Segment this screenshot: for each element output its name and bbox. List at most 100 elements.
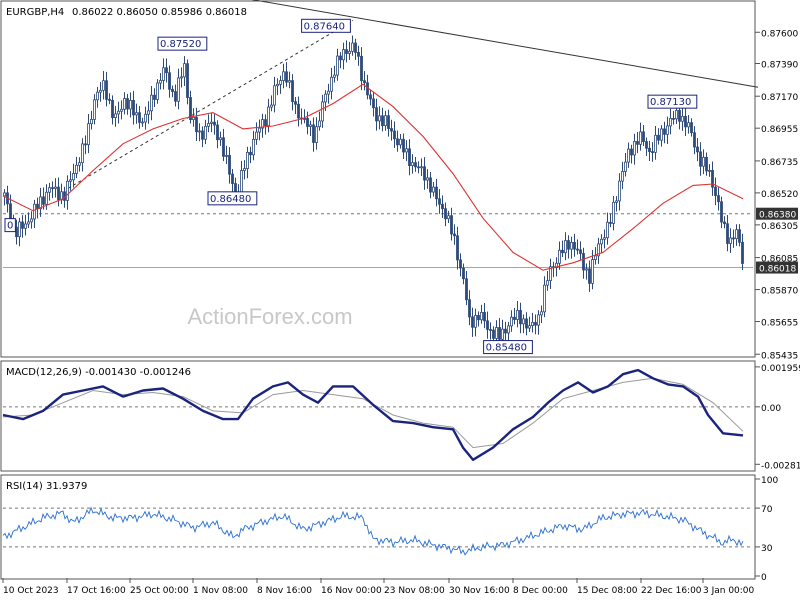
candle-body [393, 130, 396, 140]
candle-body [201, 130, 204, 140]
candle-body [153, 94, 156, 100]
candle-body [669, 117, 672, 127]
candle-body [402, 138, 405, 153]
candle-body [519, 310, 522, 325]
candle-body [459, 259, 462, 269]
candle-body [468, 299, 471, 318]
candle-body [42, 196, 45, 205]
candle-body [663, 128, 666, 135]
candle-body [360, 55, 363, 82]
candle-body [72, 173, 75, 181]
candle-body [105, 80, 108, 100]
price-tag-label: 0.86380 [759, 211, 796, 221]
y-tick-label: 0.86520 [761, 190, 798, 200]
y-tick-label: 0.86305 [761, 222, 798, 232]
candle-body [225, 155, 228, 157]
annotation-label: 0.87520 [160, 39, 201, 50]
candle-body [213, 121, 216, 126]
candle-body [219, 137, 222, 141]
candle-body [546, 280, 549, 286]
candle-body [651, 151, 654, 153]
candle-body [93, 99, 96, 120]
candle-body [120, 108, 123, 112]
candle-body [21, 221, 24, 229]
candle-body [99, 89, 102, 93]
candle-body [564, 240, 567, 254]
candle-body [726, 223, 729, 244]
candle-body [531, 322, 534, 327]
candle-body [84, 143, 87, 146]
candle-body [51, 187, 54, 190]
candle-body [423, 166, 426, 181]
candle-body [351, 42, 354, 52]
candle-body [216, 124, 219, 141]
candle-body [738, 229, 741, 243]
candle-body [90, 119, 93, 125]
rsi-title: RSI(14) 31.9379 [6, 481, 87, 492]
macd-tick-label: 0.001959 [761, 364, 800, 374]
candle-body [288, 80, 291, 83]
candle-body [501, 328, 504, 340]
candle-body [714, 186, 717, 196]
candle-body [309, 124, 312, 127]
candle-body [417, 166, 420, 169]
y-tick-label: 0.87170 [761, 93, 798, 103]
candle-body [252, 138, 255, 156]
candle-body [453, 233, 456, 237]
candle-body [675, 110, 678, 120]
candle-body [588, 268, 591, 284]
candle-body [660, 128, 663, 141]
candle-body [186, 63, 189, 98]
candle-body [627, 148, 630, 163]
candle-body [156, 82, 159, 100]
candle-body [192, 116, 195, 120]
candle-body [336, 55, 339, 76]
candle-body [162, 67, 165, 81]
candle-body [405, 148, 408, 153]
candle-body [711, 169, 714, 188]
x-tick-label: 10 Oct 2023 [3, 586, 59, 596]
candle-body [600, 238, 603, 245]
candle-body [489, 329, 492, 331]
candle-body [189, 97, 192, 120]
candle-body [159, 80, 162, 84]
candle-body [492, 329, 495, 339]
candle-body [414, 162, 417, 168]
candle-body [150, 94, 153, 112]
trendline [251, 0, 759, 88]
candle-body [132, 100, 135, 116]
candle-body [483, 312, 486, 322]
candle-body [126, 98, 129, 110]
candle-body [504, 328, 507, 334]
candle-body [693, 132, 696, 148]
candle-body [579, 249, 582, 254]
x-tick-label: 23 Nov 08:00 [384, 586, 445, 596]
x-tick-label: 8 Nov 16:00 [257, 586, 312, 596]
candle-body [264, 119, 267, 127]
candle-body [672, 117, 675, 120]
candle-body [408, 148, 411, 167]
candle-body [729, 237, 732, 244]
candle-body [471, 316, 474, 328]
candle-body [465, 278, 468, 301]
candle-body [183, 63, 186, 78]
candle-body [240, 170, 243, 194]
rsi-tick-label: 0 [761, 573, 767, 583]
candle-body [642, 131, 645, 142]
candle-body [348, 50, 351, 54]
candle-body [717, 195, 720, 203]
candle-body [279, 80, 282, 85]
candle-body [87, 123, 90, 146]
candle-body [522, 318, 525, 325]
candle-body [621, 171, 624, 182]
candle-body [534, 322, 537, 326]
candle-body [231, 173, 234, 184]
macd-tick-label: 0.00 [761, 404, 781, 414]
annotation-label: 0 [7, 221, 13, 232]
candle-body [123, 98, 126, 110]
candle-body [630, 148, 633, 156]
y-tick-label: 0.86085 [761, 255, 798, 265]
candle-body [720, 201, 723, 223]
candle-body [681, 115, 684, 122]
